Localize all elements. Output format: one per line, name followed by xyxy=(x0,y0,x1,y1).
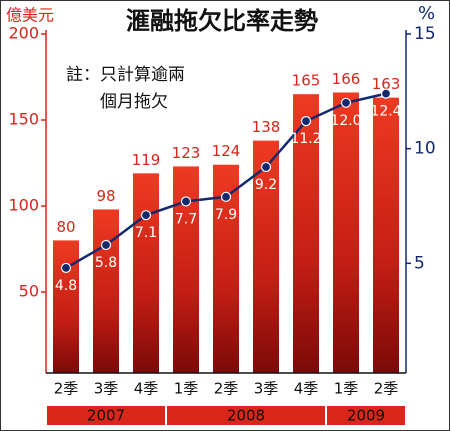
x-tick-label: 4季 xyxy=(294,380,319,398)
line-marker xyxy=(100,239,112,251)
x-tick-label: 1季 xyxy=(174,380,199,398)
bar-value-label: 123 xyxy=(172,144,201,162)
line-value-label: 12.0 xyxy=(330,113,361,129)
line-value-label: 7.1 xyxy=(135,225,157,241)
line-value-label: 5.8 xyxy=(95,255,117,271)
line-marker xyxy=(380,88,392,99)
chart-title: 滙融拖欠比率走勢 xyxy=(126,7,318,35)
y2-tick-label: 15 xyxy=(414,24,436,44)
y-tick-label: 100 xyxy=(8,196,39,215)
y2-tick-label: 10 xyxy=(414,139,436,159)
line-value-label: 4.8 xyxy=(55,278,77,294)
bar-value-label: 119 xyxy=(132,151,161,169)
y-axis-label: 億美元 xyxy=(6,6,54,25)
line-value-label: 7.9 xyxy=(215,207,237,223)
x-tick-label: 2季 xyxy=(54,380,79,398)
y2-axis-label: % xyxy=(418,3,435,24)
year-band xyxy=(47,406,165,425)
x-tick-label: 3季 xyxy=(94,380,119,398)
bar xyxy=(253,140,279,373)
bar xyxy=(293,94,319,373)
bar-value-label: 80 xyxy=(56,218,75,236)
bar xyxy=(133,173,159,373)
y-tick-label: 200 xyxy=(8,24,39,43)
year-label: 2009 xyxy=(347,407,385,425)
line-marker xyxy=(260,161,272,173)
bar-value-label: 166 xyxy=(332,70,361,88)
bar-value-label: 138 xyxy=(252,118,281,136)
year-band xyxy=(167,406,325,425)
bar-value-label: 163 xyxy=(372,75,401,93)
y-tick-label: 50 xyxy=(19,282,39,301)
line-marker xyxy=(220,191,232,202)
line-marker xyxy=(140,210,152,221)
x-tick-label: 4季 xyxy=(134,380,159,398)
bar-value-label: 98 xyxy=(96,187,115,205)
bar-value-label: 124 xyxy=(212,142,241,160)
note: 個月拖欠 xyxy=(100,92,168,112)
bar-value-label: 165 xyxy=(292,72,321,90)
line-marker xyxy=(60,262,72,274)
year-band xyxy=(327,406,405,425)
year-label: 2008 xyxy=(227,407,265,425)
bar xyxy=(93,209,119,373)
line-marker xyxy=(300,116,312,127)
note: 註：只計算逾兩 xyxy=(66,65,185,85)
bar xyxy=(53,240,79,373)
line-value-label: 11.2 xyxy=(290,131,321,147)
x-tick-label: 2季 xyxy=(214,380,239,398)
line-value-label: 12.4 xyxy=(370,104,401,120)
y2-tick-label: 5 xyxy=(414,253,425,273)
y-tick-label: 150 xyxy=(8,110,39,129)
line-value-label: 9.2 xyxy=(255,177,277,193)
line-marker xyxy=(340,97,352,108)
line-value-label: 7.7 xyxy=(175,211,197,227)
x-tick-label: 2季 xyxy=(374,380,399,398)
x-tick-label: 3季 xyxy=(254,380,279,398)
line-marker xyxy=(180,196,192,207)
year-label: 2007 xyxy=(87,407,125,425)
x-tick-label: 1季 xyxy=(334,380,359,398)
bar xyxy=(373,97,399,373)
bar xyxy=(333,92,359,373)
